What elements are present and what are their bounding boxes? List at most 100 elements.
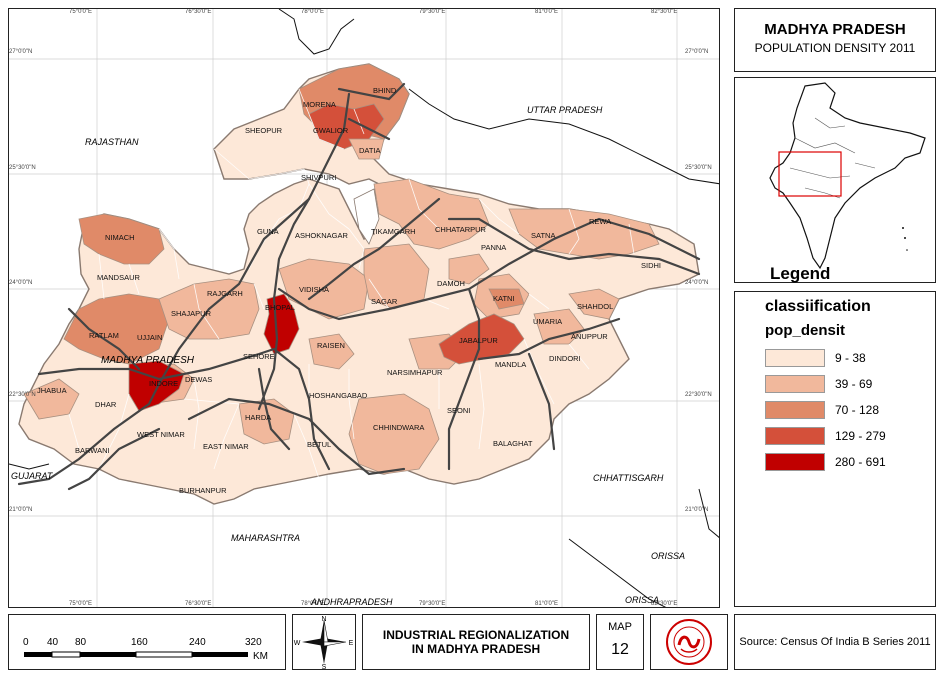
compass-n: N xyxy=(321,616,326,623)
tick-bottom: 78°0'0"E xyxy=(301,601,325,607)
inset-map-box: Legend xyxy=(734,77,936,283)
district-map[interactable] xyxy=(9,9,720,608)
district-label: JHABUA xyxy=(37,386,67,395)
district-label: NIMACH xyxy=(105,233,135,242)
district-label: GWALIOR xyxy=(313,126,349,135)
source-note-box: Source: Census Of India B Series 2011 xyxy=(734,614,936,670)
map-number-label: MAP xyxy=(608,621,632,633)
main-title-line2: IN MADHYA PRADESH xyxy=(411,642,541,656)
district-label: RAJGARH xyxy=(207,289,243,298)
patch-chhindwara xyxy=(348,393,440,475)
inset-state-lines xyxy=(789,117,876,199)
district-label: ASHOKNAGAR xyxy=(295,231,348,240)
patch-bhopal xyxy=(263,293,300,355)
neighbour-label: ORISSA xyxy=(651,551,686,561)
neighbour-label: RAJASTHAN xyxy=(85,137,139,147)
institution-logo-icon xyxy=(666,619,712,665)
density-patches xyxy=(23,63,660,475)
district-label: DINDORI xyxy=(549,354,581,363)
legend-label: 9 - 38 xyxy=(835,351,866,365)
scale-tick-label: 240 xyxy=(189,637,206,648)
legend-swatch xyxy=(765,453,825,471)
compass-rose-icon: N S E W xyxy=(294,616,354,671)
legend-heading: Legend xyxy=(770,264,831,283)
district-label: VIDISHA xyxy=(299,285,330,294)
tick-top: 79°30'0"E xyxy=(419,9,446,15)
legend-item: 39 - 69 xyxy=(765,374,872,394)
scale-tick-label: 320 xyxy=(245,637,262,648)
district-label: BHIND xyxy=(373,86,397,95)
tick-left: 21°0'0"N xyxy=(9,507,33,513)
scale-tick-label: 80 xyxy=(75,637,87,648)
neighbour-label: ORISSA xyxy=(625,595,660,605)
tick-right: 25°30'0"N xyxy=(685,165,712,171)
tick-right: 21°0'0"N xyxy=(685,507,709,513)
patch-jabalpur xyxy=(438,313,525,365)
patch-nimach xyxy=(78,213,165,265)
district-label: DEWAS xyxy=(185,375,213,384)
district-label: JABALPUR xyxy=(459,336,498,345)
india-inset-map xyxy=(769,82,926,270)
patch-katni-core xyxy=(488,288,525,310)
tick-left: 25°30'0"N xyxy=(9,165,36,171)
district-label: DHAR xyxy=(95,400,117,409)
scale-unit: KM xyxy=(253,651,268,662)
district-label: HARDA xyxy=(245,413,272,422)
tick-right: 27°0'0"N xyxy=(685,49,709,55)
district-label: GUNA xyxy=(257,227,279,236)
district-label: SIDHI xyxy=(641,261,662,270)
district-label: MORENA xyxy=(303,100,336,109)
legend-item: 70 - 128 xyxy=(765,400,879,420)
district-label: MANDLA xyxy=(495,360,527,369)
district-label: UJJAIN xyxy=(137,333,163,342)
neighbour-label: ANDHRAPRADESH xyxy=(311,597,393,607)
tick-right: 24°0'0"N xyxy=(685,280,709,286)
patch-jhabua xyxy=(23,378,80,420)
patch-raisen xyxy=(308,333,355,370)
district-label: SATNA xyxy=(531,231,556,240)
tick-top: 76°30'0"E xyxy=(185,9,212,15)
tick-top: 75°0'0"E xyxy=(69,9,93,15)
district-label: REWA xyxy=(589,217,612,226)
compass-e: E xyxy=(349,640,354,647)
patch-umaria xyxy=(533,308,585,345)
district-label: SHIVPURI xyxy=(301,173,337,182)
highways xyxy=(17,82,701,491)
district-label: BETUL xyxy=(307,440,332,449)
tick-bottom: 75°0'0"E xyxy=(69,601,93,607)
patch-tikamgarh-chhatarpur xyxy=(373,178,490,250)
district-label: MANDSAUR xyxy=(97,273,140,282)
legend-label: 70 - 128 xyxy=(835,403,880,417)
india-outline xyxy=(769,82,926,270)
legend-label: 39 - 69 xyxy=(835,377,873,391)
tick-top: 82°30'0"E xyxy=(651,9,678,15)
source-text: Source: Census Of India B Series 2011 xyxy=(739,636,931,648)
tick-top: 81°0'0"E xyxy=(535,9,559,15)
inset-highlight-box xyxy=(778,151,842,197)
main-title-line1: INDUSTRIAL REGIONALIZATION xyxy=(382,628,570,642)
legend-label: 280 - 691 xyxy=(835,455,886,469)
district-label: DAMOH xyxy=(437,279,465,288)
map-title: MADHYA PRADESH xyxy=(764,21,906,38)
district-label: BALAGHAT xyxy=(493,439,533,448)
map-subtitle: POPULATION DENSITY 2011 xyxy=(754,41,916,55)
legend-item: 280 - 691 xyxy=(765,452,886,472)
district-label: SEHORE xyxy=(243,352,275,361)
rajasthan-enclave xyxy=(353,188,380,245)
legend-field-title: pop_densit xyxy=(765,322,846,339)
patch-shahdol xyxy=(568,288,620,320)
island xyxy=(902,227,904,229)
map-number-box: MAP 12 xyxy=(596,614,644,670)
tick-bottom: 76°30'0"E xyxy=(185,601,212,607)
district-label: SHAJAPUR xyxy=(171,309,212,318)
compass-s: S xyxy=(322,664,327,669)
state-label: MADHYA PRADESH xyxy=(101,355,194,366)
district-label: RATLAM xyxy=(89,331,119,340)
patch-damoh xyxy=(448,253,490,285)
scale-tick-label: 160 xyxy=(131,637,148,648)
district-label: HOSHANGABAD xyxy=(309,391,368,400)
island xyxy=(906,249,908,251)
map-frame[interactable]: 75°0'0"E 76°30'0"E 78°0'0"E 79°30'0"E 81… xyxy=(8,8,720,608)
patch-datia xyxy=(348,138,385,160)
district-label: KATNI xyxy=(493,294,515,303)
